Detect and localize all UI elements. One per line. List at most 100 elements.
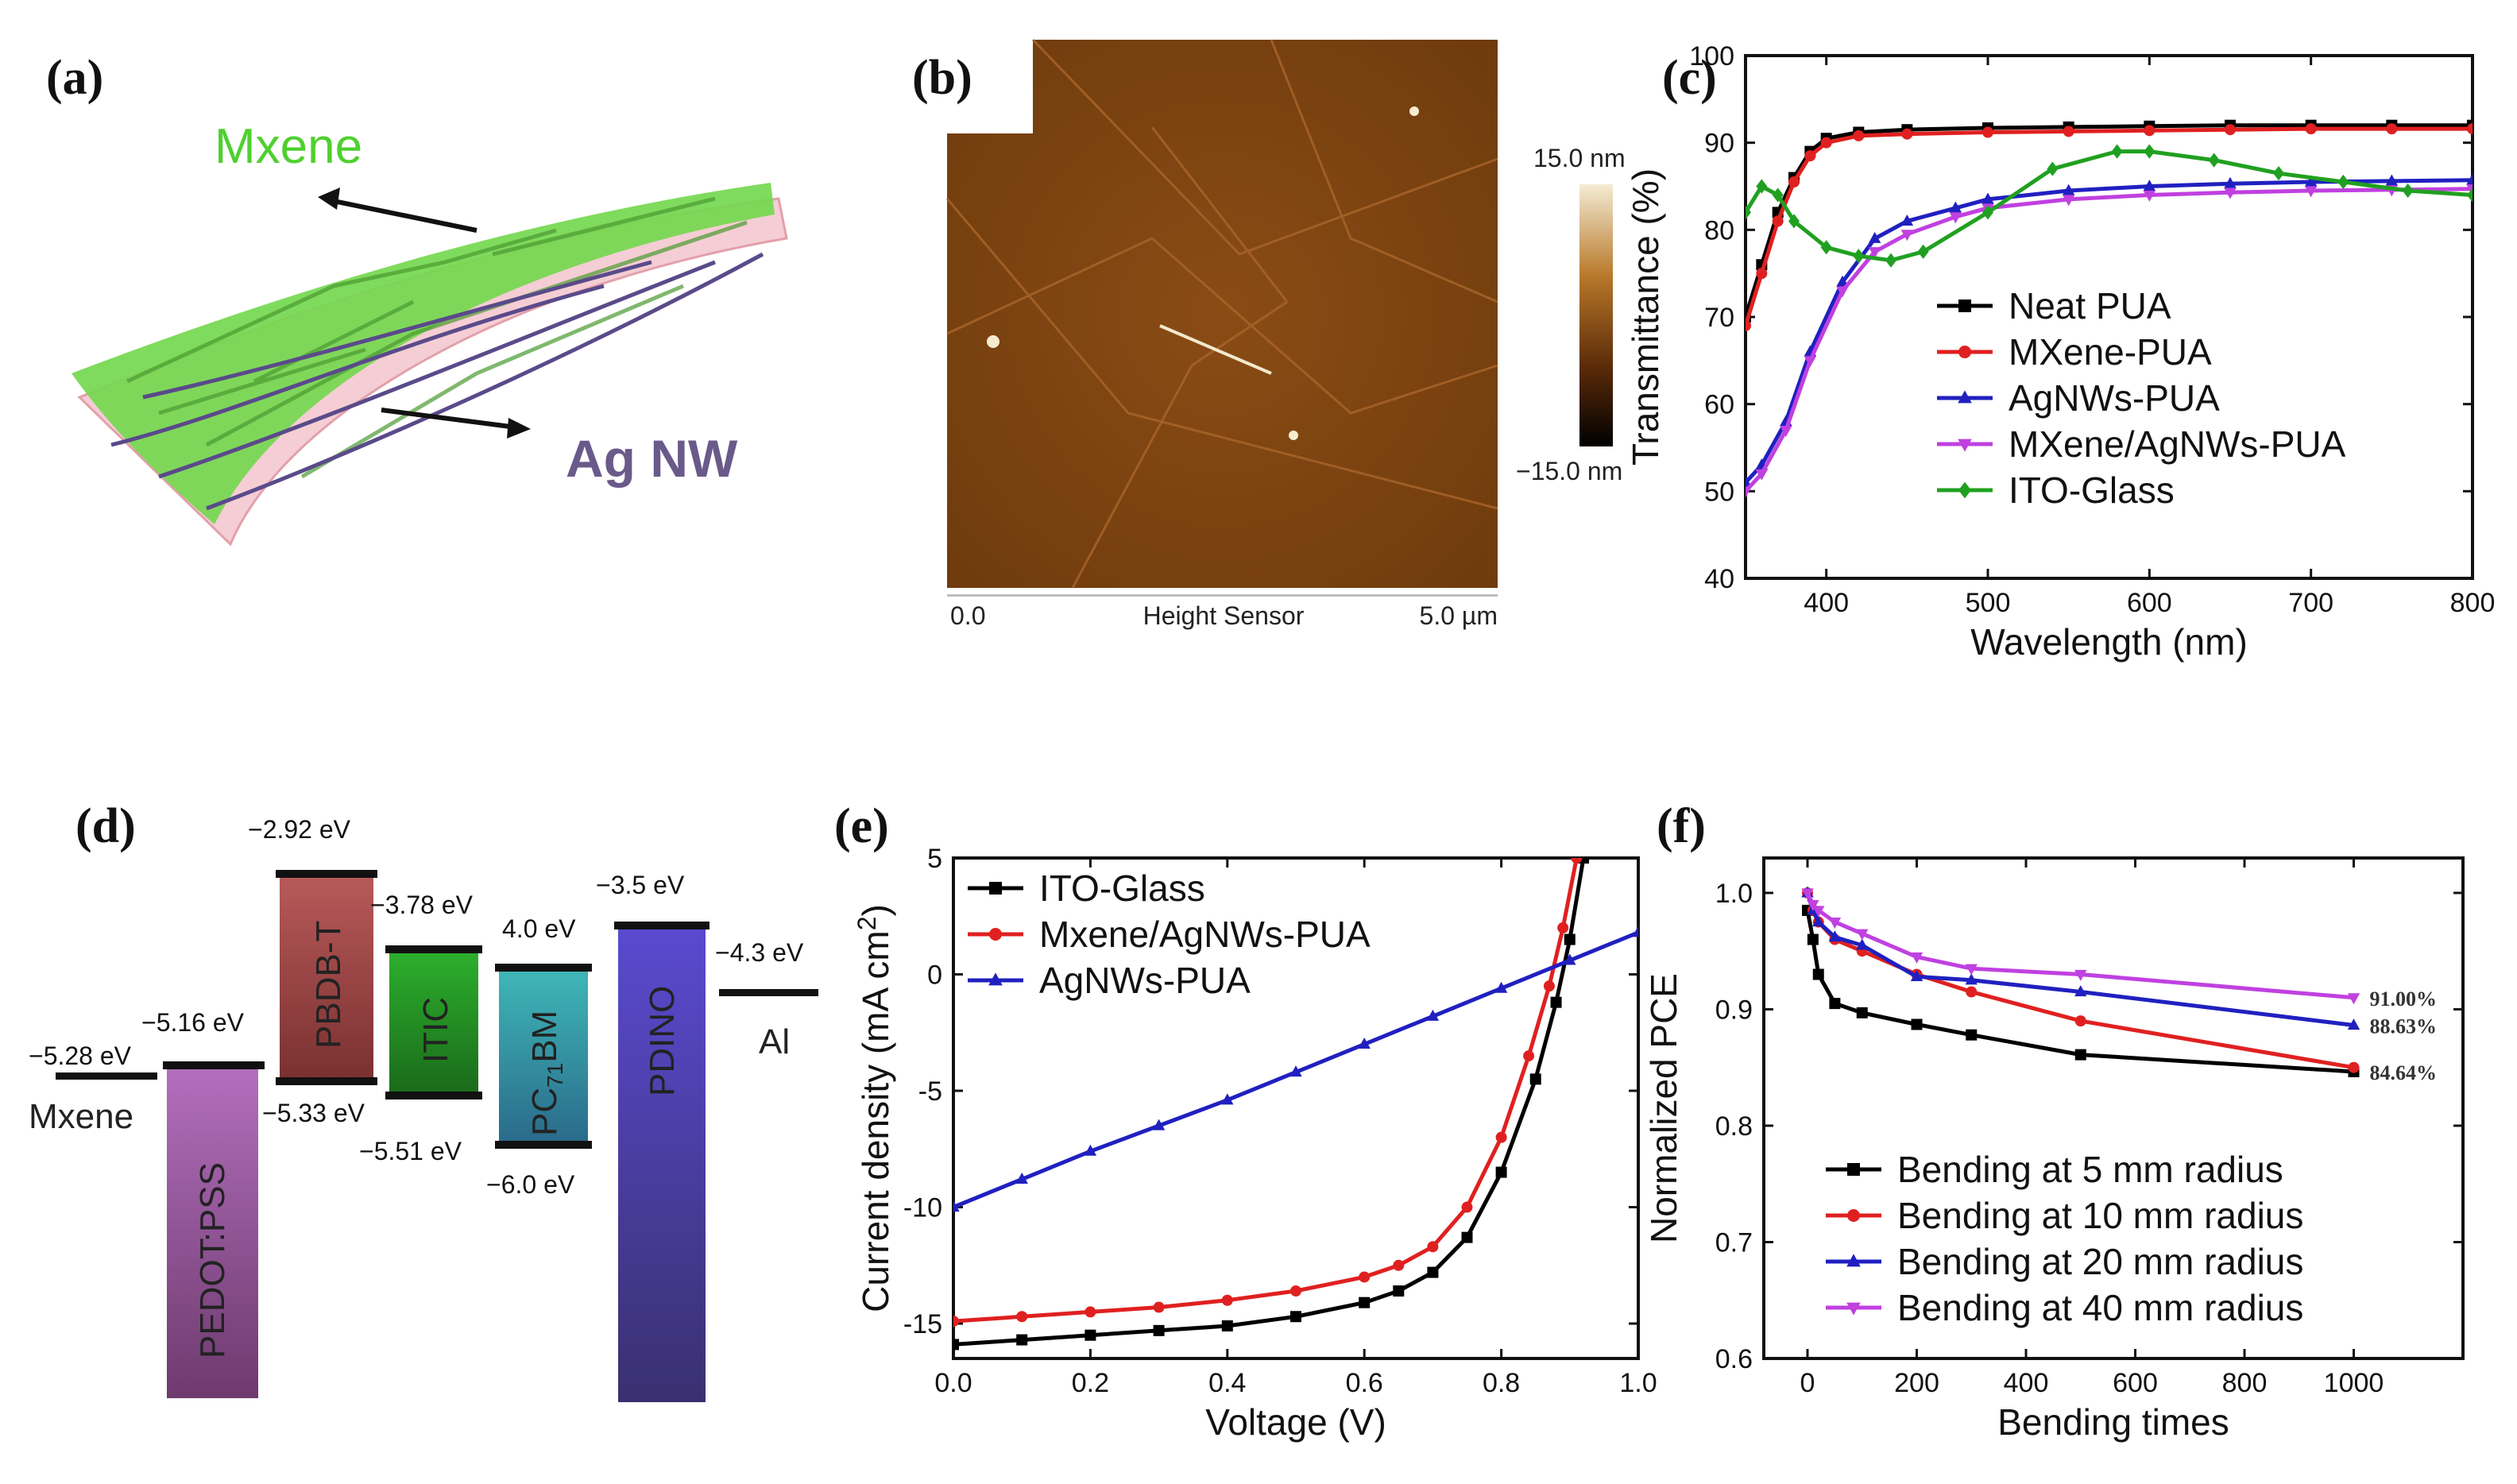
pce-annotation: 88.63% <box>2370 1015 2438 1038</box>
afm-color-scale: 15.0 nm −15.0 nm <box>1516 144 1626 485</box>
pdino-level <box>614 922 709 929</box>
afm-axis-right: 5.0 µm <box>1420 601 1498 630</box>
data-point <box>1543 980 1555 992</box>
data-point <box>2304 186 2318 198</box>
y-axis-title: Current density (mA cm2) <box>853 904 896 1312</box>
afm-flake-edges <box>945 38 1498 589</box>
mxene-label: Mxene <box>215 119 362 174</box>
data-point <box>2466 173 2473 185</box>
y-tick-label: 70 <box>1704 303 1734 333</box>
agnw-arrowhead <box>507 418 531 439</box>
panel-a-label: (a) <box>46 51 103 105</box>
data-point <box>2144 125 2155 137</box>
data-point <box>2305 123 2317 135</box>
panel-c-label: (c) <box>1662 51 1717 105</box>
mxene-energy: −5.28 eV <box>29 1042 132 1070</box>
data-point <box>1966 986 1978 998</box>
data-point <box>1772 215 1784 227</box>
x-tick-label: 0.0 <box>934 1368 972 1398</box>
data-point <box>2224 176 2237 188</box>
data-point <box>1632 926 1638 937</box>
data-point <box>1868 247 1881 259</box>
data-point <box>1829 998 1841 1010</box>
pedot-band <box>167 1065 258 1398</box>
data-point <box>1550 996 1562 1008</box>
data-point <box>2347 1018 2360 1030</box>
pdino-energy: −3.5 eV <box>596 871 685 899</box>
data-point <box>1901 128 1913 140</box>
data-point <box>1571 858 1583 864</box>
x-tick-label: 0.4 <box>1208 1368 1246 1398</box>
afm-axis-center: Height Sensor <box>1143 601 1305 630</box>
data-point <box>1393 1259 1405 1271</box>
agnw-label: Ag NW <box>566 429 738 488</box>
x-tick-label: 400 <box>1804 588 1849 618</box>
y-tick-label: 0.6 <box>1715 1344 1753 1374</box>
legend-entry-1: Bending at 10 mm radius <box>1897 1195 2303 1236</box>
y-tick-label: 0.9 <box>1715 995 1753 1025</box>
mxene-arrowhead <box>318 187 340 210</box>
legend-swatch-marker <box>989 928 1002 941</box>
data-point <box>1788 176 1800 188</box>
pbdb-bottom-energy: −5.33 eV <box>262 1099 365 1127</box>
data-point <box>1982 205 1993 220</box>
data-point <box>1153 1301 1165 1313</box>
pcbm-band <box>499 968 588 1144</box>
data-point <box>1911 1018 1923 1030</box>
pcbm-bottom-energy: −6.0 eV <box>486 1170 575 1199</box>
x-axis-title: Bending times <box>1997 1401 2229 1443</box>
y-tick-label: -5 <box>918 1076 942 1107</box>
data-point <box>1812 968 1824 980</box>
data-point <box>2385 174 2399 186</box>
data-point <box>1820 240 1832 255</box>
legend-swatch-marker <box>1958 346 1971 358</box>
legend-swatch-marker <box>1847 1163 1860 1176</box>
panel-c: (c) 400 500 600 700 800 40 50 60 70 80 90 100 Wavele… <box>1625 41 2495 663</box>
data-point <box>2143 190 2156 202</box>
data-point <box>1221 1294 1233 1306</box>
afm-axis-left: 0.0 <box>950 601 985 630</box>
mxene-name: Mxene <box>29 1097 133 1136</box>
data-point <box>1756 268 1768 280</box>
data-point <box>1853 249 1865 264</box>
agnw-wires <box>110 252 764 511</box>
data-point <box>1812 906 1825 918</box>
data-point <box>2208 153 2220 168</box>
y-tick-label: 50 <box>1704 477 1734 507</box>
panel-e-label: (e) <box>834 799 889 853</box>
afm-height-image: 0.0 Height Sensor 5.0 µm <box>945 38 1498 630</box>
data-point <box>2273 165 2284 181</box>
pbdb-top-level <box>276 870 377 878</box>
data-point <box>1853 129 1865 141</box>
x-tick-label: 0 <box>1800 1368 1815 1398</box>
cc-series-group <box>1746 119 2473 498</box>
legend-swatch-marker <box>988 972 1003 986</box>
data-point <box>2225 124 2236 136</box>
legend-entry-0: Neat PUA <box>2009 285 2171 327</box>
ce-series-group <box>953 858 1638 1351</box>
data-point <box>953 1316 959 1327</box>
legend-swatch-marker <box>1958 439 1972 452</box>
y-tick-label: 40 <box>1704 564 1734 594</box>
y-tick-label: -15 <box>903 1309 942 1339</box>
afm-axis-line <box>947 594 1498 597</box>
data-point <box>1788 214 1800 229</box>
data-point <box>1564 933 1576 945</box>
pcbm-bottom-level <box>495 1141 592 1149</box>
itic-top-level <box>385 945 482 953</box>
legend-entry-3: Bending at 40 mm radius <box>1897 1287 2303 1328</box>
data-point <box>1427 1266 1439 1278</box>
data-point <box>1868 231 1881 243</box>
data-point <box>2348 1061 2360 1073</box>
data-point <box>2062 184 2075 195</box>
data-point <box>1966 1029 1978 1041</box>
mxene-level <box>56 1072 157 1080</box>
y-tick-label: 90 <box>1704 129 1734 159</box>
data-point <box>1807 933 1819 945</box>
series-line-2 <box>1805 892 2354 1027</box>
data-point <box>1836 286 1849 298</box>
legend-entry-3: MXene/AgNWs-PUA <box>2009 423 2346 465</box>
y-axis-title: Transmittance (%) <box>1625 168 1666 466</box>
data-point <box>2467 187 2473 203</box>
pedot-name: PEDOT:PSS <box>193 1162 232 1358</box>
